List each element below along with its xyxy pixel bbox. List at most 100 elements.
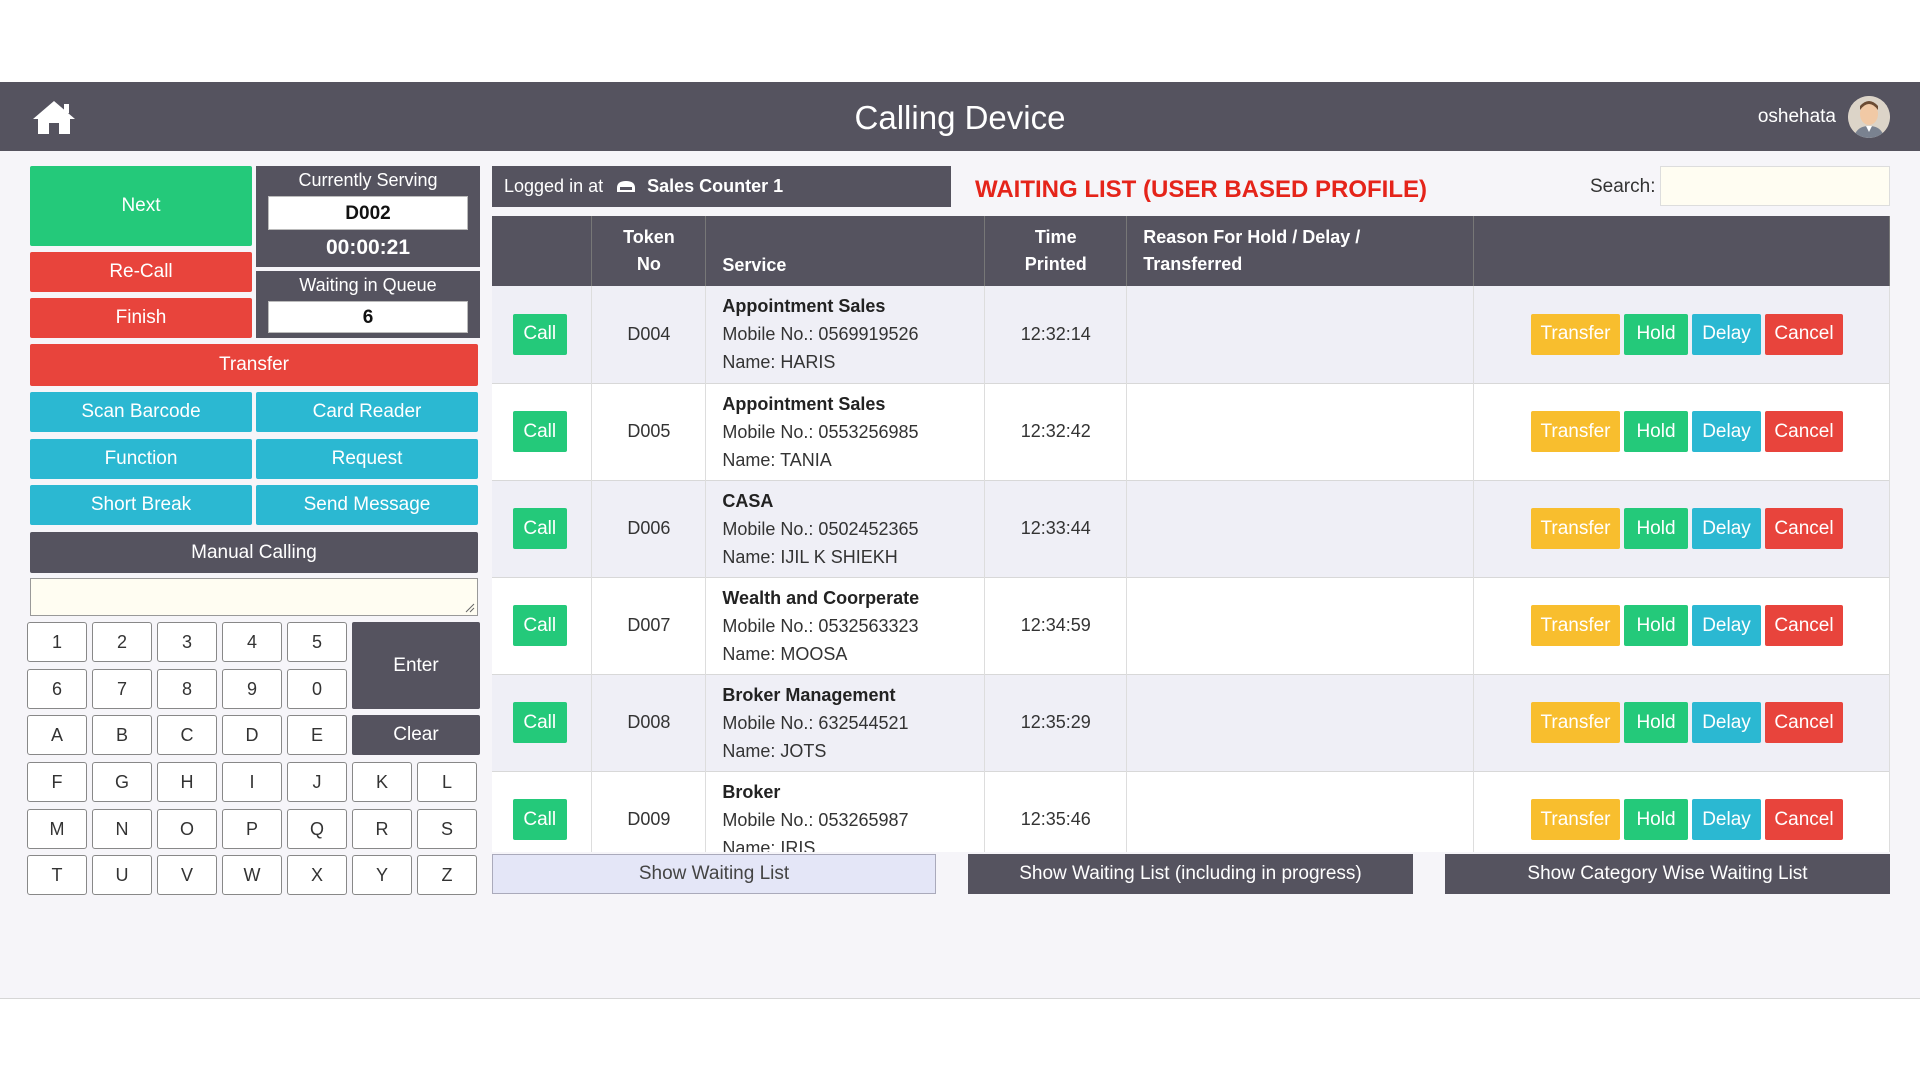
col-token-label-1: Token — [623, 227, 675, 247]
clear-key[interactable]: Clear — [352, 715, 480, 755]
key-f[interactable]: F — [27, 762, 87, 802]
key-x[interactable]: X — [287, 855, 347, 895]
app-window: Calling Device oshehata Next Currently S… — [0, 82, 1920, 999]
serving-token: D002 — [268, 196, 468, 230]
key-0[interactable]: 0 — [287, 669, 347, 709]
row-delay-button[interactable]: Delay — [1692, 411, 1761, 452]
row-delay-button[interactable]: Delay — [1692, 313, 1761, 355]
key-t[interactable]: T — [27, 855, 87, 895]
key-6[interactable]: 6 — [27, 669, 87, 709]
scan-barcode-button[interactable]: Scan Barcode — [30, 392, 252, 432]
row-delay-button[interactable]: Delay — [1692, 702, 1761, 743]
row-transfer-button[interactable]: Transfer — [1531, 799, 1620, 840]
short-break-button[interactable]: Short Break — [30, 485, 252, 525]
key-j[interactable]: J — [287, 762, 347, 802]
key-5[interactable]: 5 — [287, 622, 347, 662]
key-8[interactable]: 8 — [157, 669, 217, 709]
finish-button[interactable]: Finish — [30, 298, 252, 338]
row-delay-button[interactable]: Delay — [1692, 508, 1761, 549]
key-d[interactable]: D — [222, 715, 282, 755]
row-transfer-button[interactable]: Transfer — [1531, 702, 1620, 743]
key-o[interactable]: O — [157, 809, 217, 849]
card-reader-button[interactable]: Card Reader — [256, 392, 478, 432]
recall-button[interactable]: Re-Call — [30, 252, 252, 292]
key-y[interactable]: Y — [352, 855, 412, 895]
table-row: Call D009 Broker Mobile No.: 053265987 Name:… — [492, 771, 1890, 852]
key-l[interactable]: L — [417, 762, 477, 802]
key-b[interactable]: B — [92, 715, 152, 755]
key-q[interactable]: Q — [287, 809, 347, 849]
row-hold-button[interactable]: Hold — [1624, 411, 1688, 452]
call-button[interactable]: Call — [512, 411, 567, 452]
service-cell: Broker Management Mobile No.: 632544521 Na… — [705, 674, 986, 771]
row-hold-button[interactable]: Hold — [1624, 313, 1688, 355]
key-v[interactable]: V — [157, 855, 217, 895]
function-button[interactable]: Function — [30, 439, 252, 479]
time-printed-cell: 12:32:42 — [984, 383, 1128, 480]
key-g[interactable]: G — [92, 762, 152, 802]
row-transfer-button[interactable]: Transfer — [1531, 605, 1620, 646]
row-hold-button[interactable]: Hold — [1624, 508, 1688, 549]
key-3[interactable]: 3 — [157, 622, 217, 662]
row-cancel-button[interactable]: Cancel — [1765, 411, 1843, 452]
key-w[interactable]: W — [222, 855, 282, 895]
key-2[interactable]: 2 — [92, 622, 152, 662]
reason-cell — [1126, 383, 1474, 480]
reason-cell — [1126, 771, 1474, 852]
call-cell: Call — [492, 577, 593, 674]
search-input[interactable] — [1660, 166, 1890, 206]
key-7[interactable]: 7 — [92, 669, 152, 709]
key-z[interactable]: Z — [417, 855, 477, 895]
manual-calling-button[interactable]: Manual Calling — [30, 532, 478, 573]
key-h[interactable]: H — [157, 762, 217, 802]
row-cancel-button[interactable]: Cancel — [1765, 508, 1843, 549]
key-p[interactable]: P — [222, 809, 282, 849]
key-u[interactable]: U — [92, 855, 152, 895]
user-avatar[interactable] — [1848, 96, 1890, 138]
key-1[interactable]: 1 — [27, 622, 87, 662]
key-4[interactable]: 4 — [222, 622, 282, 662]
key-9[interactable]: 9 — [222, 669, 282, 709]
transfer-button[interactable]: Transfer — [30, 344, 478, 386]
row-cancel-button[interactable]: Cancel — [1765, 799, 1843, 840]
request-button[interactable]: Request — [256, 439, 478, 479]
waiting-queue-label: Waiting in Queue — [299, 275, 437, 295]
key-c[interactable]: C — [157, 715, 217, 755]
resize-handle-icon[interactable] — [465, 603, 475, 613]
service-name: CASA — [722, 490, 774, 511]
next-button[interactable]: Next — [30, 166, 252, 246]
manual-calling-input[interactable] — [30, 578, 478, 616]
row-cancel-button[interactable]: Cancel — [1765, 313, 1843, 355]
row-cancel-button[interactable]: Cancel — [1765, 702, 1843, 743]
call-button[interactable]: Call — [512, 313, 567, 355]
key-r[interactable]: R — [352, 809, 412, 849]
row-hold-button[interactable]: Hold — [1624, 605, 1688, 646]
enter-key[interactable]: Enter — [352, 622, 480, 709]
call-button[interactable]: Call — [512, 799, 567, 840]
key-n[interactable]: N — [92, 809, 152, 849]
row-delay-button[interactable]: Delay — [1692, 799, 1761, 840]
row-hold-button[interactable]: Hold — [1624, 799, 1688, 840]
row-cancel-button[interactable]: Cancel — [1765, 605, 1843, 646]
key-s[interactable]: S — [417, 809, 477, 849]
show-waiting-progress-button[interactable]: Show Waiting List (including in progress… — [968, 854, 1413, 894]
table-row: Call D005 Appointment Sales Mobile No.: 055… — [492, 383, 1890, 480]
row-transfer-button[interactable]: Transfer — [1531, 313, 1620, 355]
send-message-button[interactable]: Send Message — [256, 485, 478, 525]
show-waiting-list-button[interactable]: Show Waiting List — [492, 854, 936, 894]
key-k[interactable]: K — [352, 762, 412, 802]
row-transfer-button[interactable]: Transfer — [1531, 411, 1620, 452]
key-a[interactable]: A — [27, 715, 87, 755]
row-hold-button[interactable]: Hold — [1624, 702, 1688, 743]
key-m[interactable]: M — [27, 809, 87, 849]
show-category-waiting-button[interactable]: Show Category Wise Waiting List — [1445, 854, 1890, 894]
row-transfer-button[interactable]: Transfer — [1531, 508, 1620, 549]
call-button[interactable]: Call — [512, 508, 567, 549]
key-i[interactable]: I — [222, 762, 282, 802]
row-delay-button[interactable]: Delay — [1692, 605, 1761, 646]
key-e[interactable]: E — [287, 715, 347, 755]
table-header-row: Token No Service Time Printed Reason For… — [492, 216, 1890, 286]
call-button[interactable]: Call — [512, 702, 567, 743]
home-icon[interactable] — [30, 98, 78, 136]
call-button[interactable]: Call — [512, 605, 567, 646]
